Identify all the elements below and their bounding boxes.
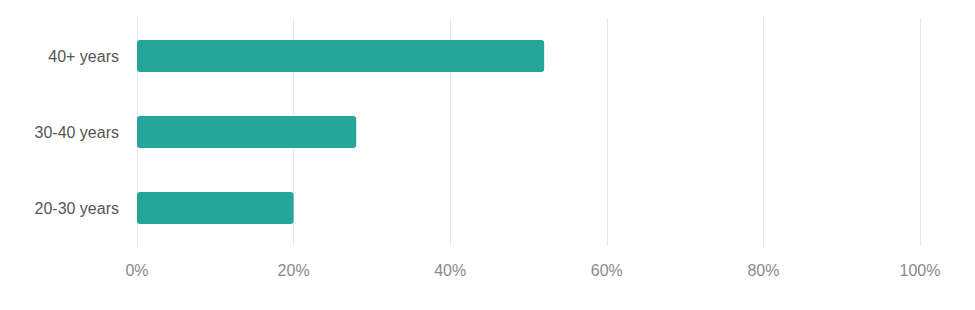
svg-text:40+ years: 40+ years — [48, 48, 119, 65]
svg-text:20-30 years: 20-30 years — [35, 200, 120, 217]
svg-text:0%: 0% — [125, 262, 148, 279]
svg-text:80%: 80% — [747, 262, 779, 279]
svg-text:40%: 40% — [434, 262, 466, 279]
svg-text:100%: 100% — [900, 262, 941, 279]
svg-text:30-40 years: 30-40 years — [35, 124, 120, 141]
svg-text:20%: 20% — [278, 262, 310, 279]
svg-text:60%: 60% — [591, 262, 623, 279]
